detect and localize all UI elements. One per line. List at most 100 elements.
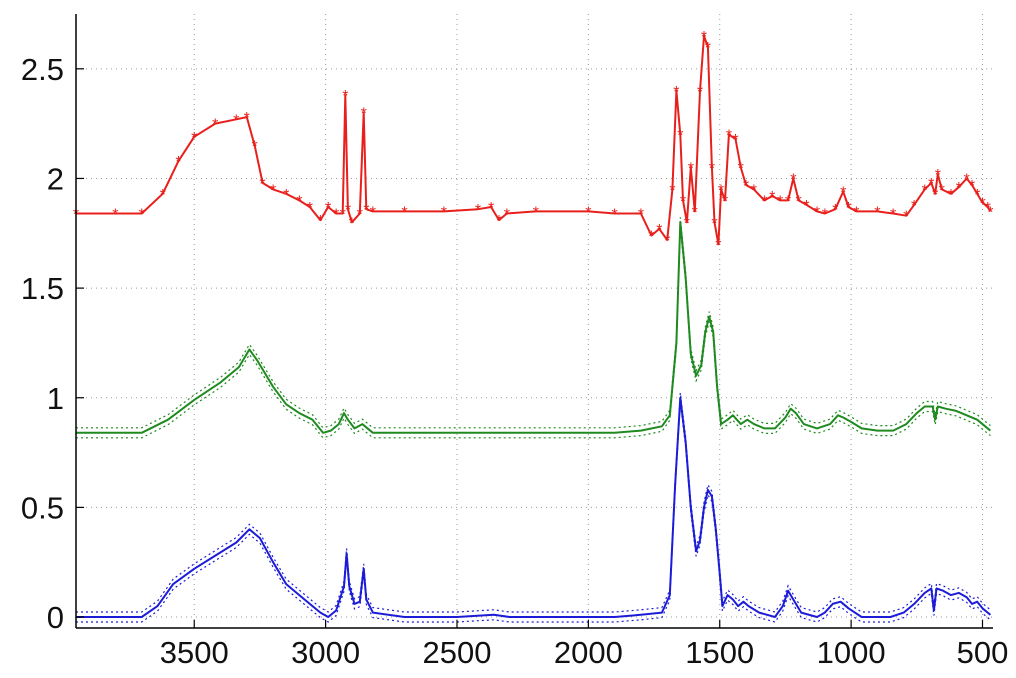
series-band-lower (76, 402, 991, 623)
series-marker: * (795, 193, 801, 210)
series-marker: * (664, 233, 670, 250)
series-marker: * (803, 198, 809, 215)
series-marker: * (932, 187, 938, 204)
series-2 (76, 392, 992, 623)
series-marker: * (711, 215, 717, 232)
series-marker: * (342, 88, 348, 105)
series-marker: * (259, 176, 265, 193)
series-marker: * (363, 202, 369, 219)
series-marker: * (964, 171, 970, 188)
series-marker: * (533, 204, 539, 221)
series-marker: * (349, 215, 355, 232)
series-marker: * (688, 161, 694, 178)
series-layer: * ***** * *** * * * *** * ******* * * * * ** * * * * ** ****… (73, 29, 994, 623)
x-tick-label: 500 (957, 635, 1009, 670)
series-marker: * (370, 204, 376, 221)
series-marker: * (496, 213, 502, 230)
y-tick-label: 0.5 (21, 490, 64, 525)
series-marker: * (790, 171, 796, 188)
y-axis-ticks: 0 0.5 1 1.5 2 2.5 (21, 52, 84, 635)
x-tick-label: 2500 (423, 635, 492, 670)
series-marker: * (488, 200, 494, 217)
series-marker: * (673, 84, 679, 101)
series-marker: * (684, 215, 690, 232)
series-marker: * (669, 182, 675, 199)
series-marker: * (504, 207, 510, 224)
series-marker: * (307, 200, 313, 217)
series-marker: * (922, 182, 928, 199)
series-marker: * (738, 161, 744, 178)
series-marker: * (357, 207, 363, 224)
x-tick-label: 2000 (554, 635, 623, 670)
series-marker: * (974, 187, 980, 204)
series-marker: * (777, 193, 783, 210)
series-marker: * (638, 207, 644, 224)
series-marker: * (709, 161, 715, 178)
series-marker: * (832, 202, 838, 219)
series-line (76, 396, 992, 618)
y-tick-label: 1 (47, 381, 64, 416)
y-tick-label: 0 (47, 600, 64, 635)
series-marker: * (296, 193, 302, 210)
series-marker: * (252, 139, 258, 156)
x-axis-ticks: 3500 3000 2500 2000 1500 1000 500 (160, 620, 1009, 670)
series-marker: * (890, 207, 896, 224)
series-marker: * (325, 200, 331, 217)
series-marker: * (874, 204, 880, 221)
series-marker: * (656, 222, 662, 239)
series-marker: * (761, 193, 767, 210)
series-marker: * (340, 207, 346, 224)
series-marker: * (677, 128, 683, 145)
y-tick-label: 2.5 (21, 52, 64, 87)
series-marker: * (697, 84, 703, 101)
series-marker: * (361, 106, 367, 123)
grid-lines (76, 14, 993, 628)
series-marker: * (935, 167, 941, 184)
series-marker: * (928, 176, 934, 193)
series-marker: * (732, 132, 738, 149)
series-marker: * (441, 204, 447, 221)
series-marker: * (715, 237, 721, 254)
series-marker: * (785, 193, 791, 210)
series-marker: * (680, 193, 686, 210)
series-marker: * (845, 200, 851, 217)
series-marker: * (853, 204, 859, 221)
series-marker: * (333, 207, 339, 224)
series-marker: * (979, 196, 985, 213)
series-marker: * (139, 207, 145, 224)
y-tick-label: 1.5 (21, 271, 64, 306)
series-marker: * (726, 128, 732, 145)
series-marker: * (939, 182, 945, 199)
x-tick-label: 1000 (817, 635, 886, 670)
series-marker: * (722, 193, 728, 210)
series-marker: * (705, 40, 711, 57)
series-marker: * (969, 178, 975, 195)
series-0: * ***** * *** * * * *** * ******* * * * * ** * * * * ** ****… (73, 29, 994, 254)
x-tick-label: 1500 (685, 635, 754, 670)
series-marker: * (648, 228, 654, 245)
series-marker: * (160, 187, 166, 204)
series-marker: * (112, 207, 118, 224)
series-marker: * (701, 29, 707, 46)
series-marker: * (270, 182, 276, 199)
series-marker: * (233, 112, 239, 129)
series-marker: * (585, 204, 591, 221)
series-band-lower (76, 227, 991, 439)
series-marker: * (244, 110, 250, 127)
series-band-upper (76, 392, 991, 613)
y-tick-label: 2 (47, 161, 64, 196)
series-marker: * (840, 185, 846, 202)
series-marker: * (401, 204, 407, 221)
series-marker: * (692, 204, 698, 221)
series-marker: * (718, 182, 724, 199)
series-band-upper (76, 217, 991, 429)
x-tick-label: 3000 (291, 635, 360, 670)
x-tick-label: 3500 (160, 635, 229, 670)
series-marker: * (814, 204, 820, 221)
series-marker: * (212, 117, 218, 134)
series-marker: * (985, 200, 991, 217)
series-marker: * (317, 213, 323, 230)
series-marker: * (751, 182, 757, 199)
